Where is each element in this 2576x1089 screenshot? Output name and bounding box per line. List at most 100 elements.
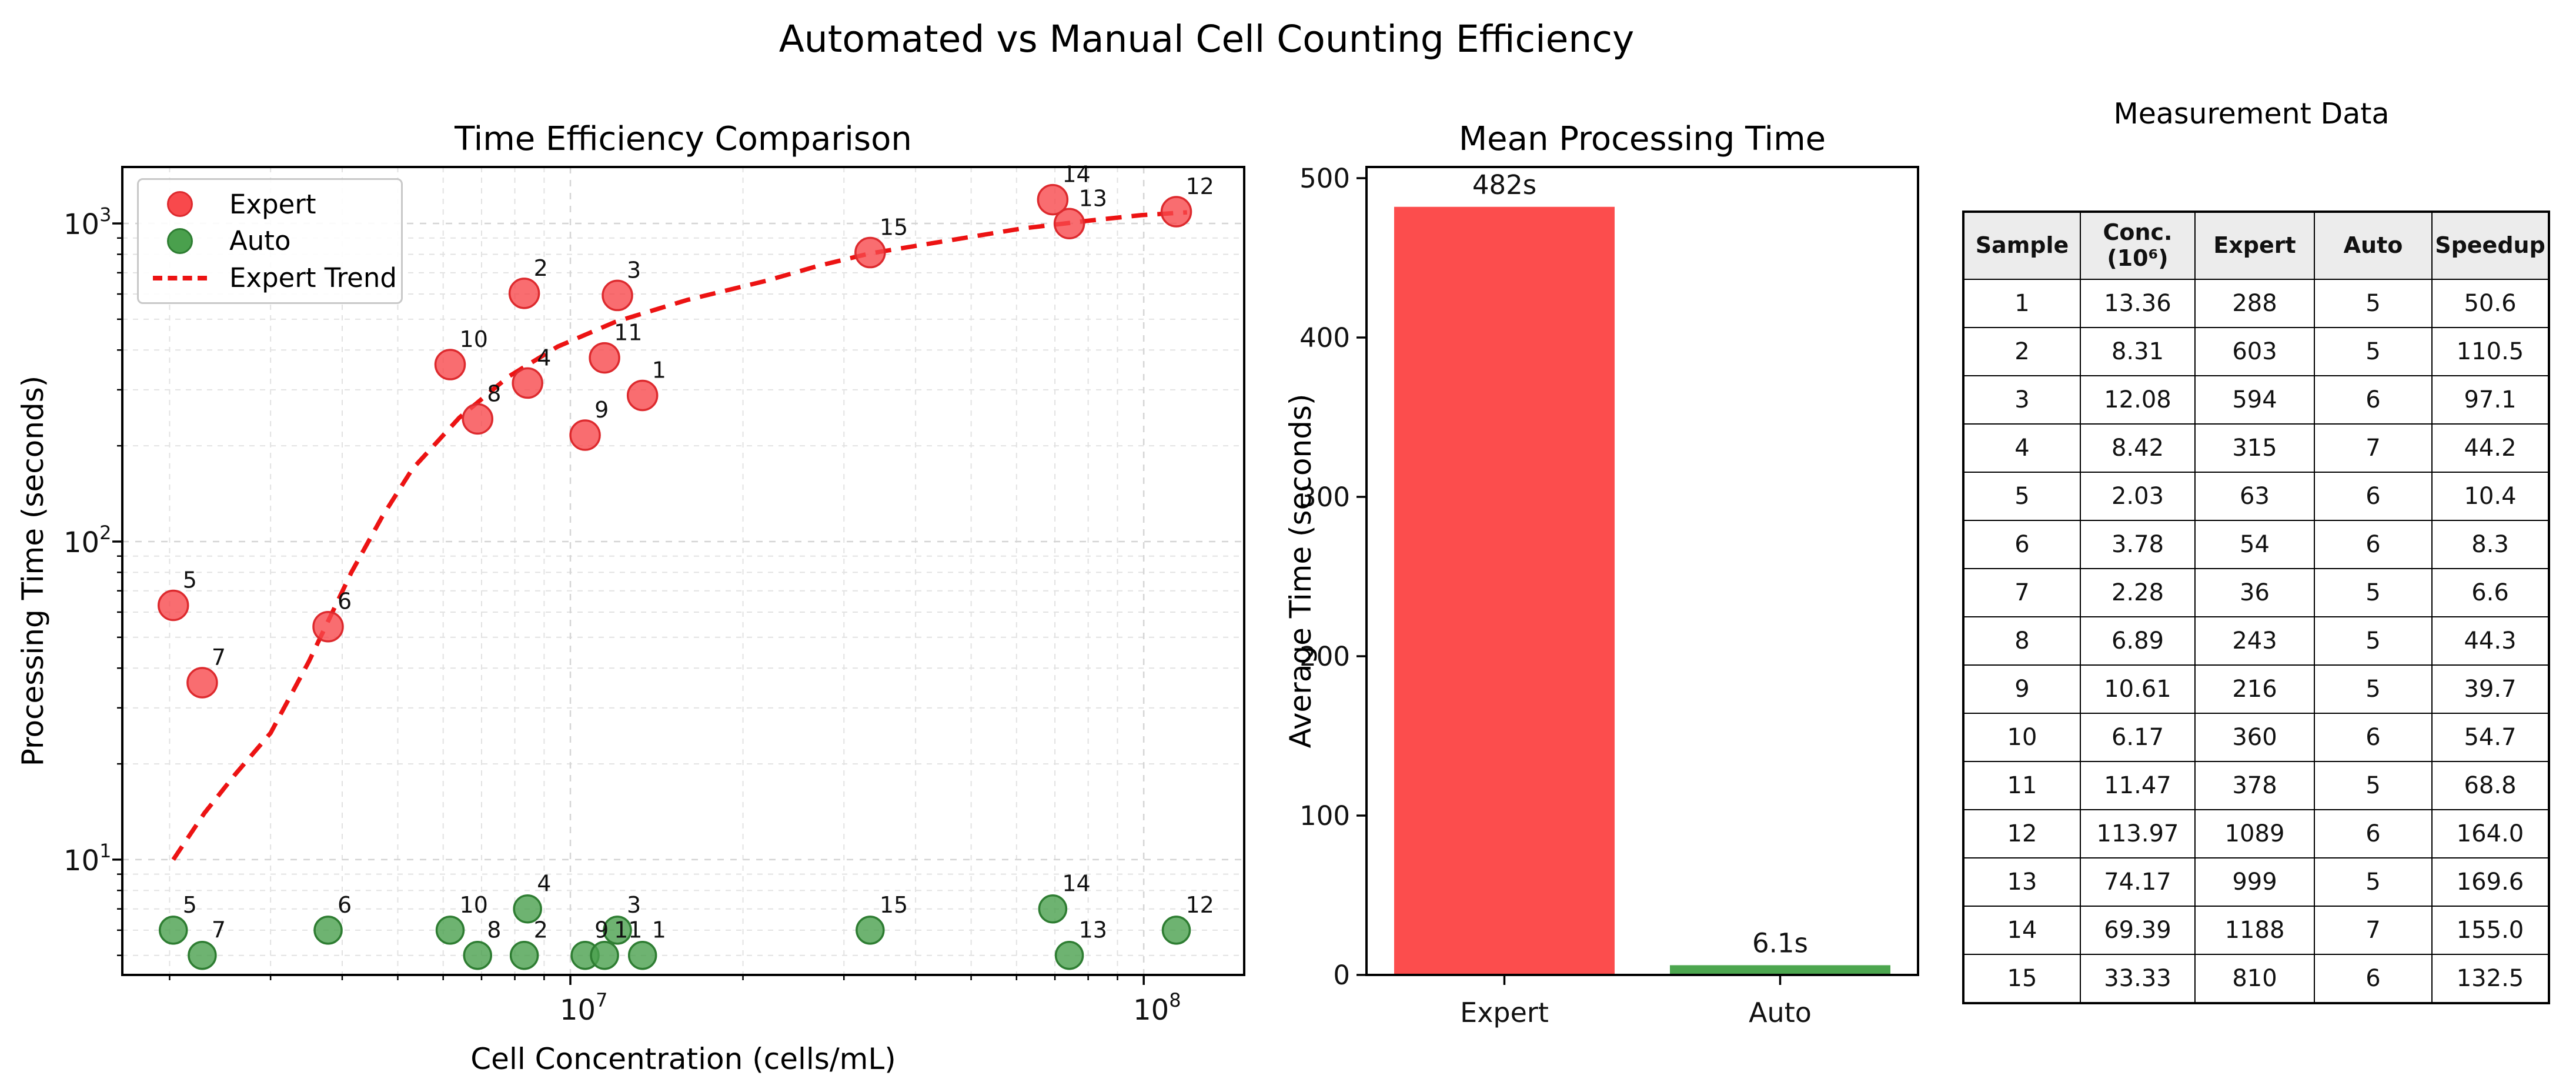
- table-row: 9 10.61 216 5 39.7: [1963, 664, 2550, 714]
- table-cell: 97.1: [2431, 375, 2550, 425]
- point-expert-12: [1160, 196, 1192, 228]
- bar-y-tick-label: 200: [1299, 641, 1350, 672]
- table-cell: 39.7: [2431, 664, 2550, 714]
- table-cell: 113.97: [2080, 809, 2196, 858]
- table-cell: 63: [2194, 472, 2315, 521]
- expert-trend-line: [171, 210, 1188, 861]
- table-col-header-conc-: Conc. (10⁶): [2080, 211, 2196, 280]
- table-cell: 6: [2314, 954, 2433, 1004]
- point-label: 6: [338, 892, 352, 918]
- scatter-y-tick-label: 103: [64, 203, 111, 241]
- table-cell: 10: [1963, 713, 2081, 762]
- bar-category-label: Auto: [1749, 997, 1812, 1028]
- point-label: 12: [1186, 173, 1214, 199]
- table-header: Sample Conc. (10⁶) Expert Auto Speedup: [1963, 211, 2550, 280]
- scatter-title: Time Efficiency Comparison: [455, 120, 912, 158]
- table-row: 12 113.97 1089 6 164.0: [1963, 809, 2550, 858]
- bar-expert: [1394, 206, 1615, 975]
- table-cell: 1188: [2194, 906, 2315, 955]
- point-expert-14: [1037, 183, 1069, 216]
- point-label: 13: [1079, 917, 1107, 943]
- table-cell: 5: [2314, 568, 2433, 617]
- point-expert-8: [462, 403, 494, 435]
- table-cell: 10.4: [2431, 472, 2550, 521]
- table-cell: 8.3: [2431, 520, 2550, 569]
- table-cell: 6: [2314, 713, 2433, 762]
- bar-y-tick-label: 300: [1299, 482, 1350, 513]
- point-expert-6: [312, 610, 344, 643]
- table-cell: 5: [2314, 279, 2433, 328]
- point-expert-3: [602, 279, 633, 312]
- table-cell: 810: [2194, 954, 2315, 1004]
- table-cell: 594: [2194, 375, 2315, 425]
- scatter-y-tick-label: 102: [64, 522, 111, 559]
- point-auto-5: [158, 916, 188, 945]
- point-auto-8: [463, 940, 493, 970]
- scatter-axes-box: [121, 166, 1245, 976]
- table-row: 1 13.36 288 5 50.6: [1963, 279, 2550, 328]
- table-cell: 1089: [2194, 809, 2315, 858]
- table-cell: 7: [1963, 568, 2081, 617]
- point-auto-15: [856, 916, 885, 945]
- table-cell: 164.0: [2431, 809, 2550, 858]
- point-expert-2: [508, 278, 540, 309]
- table-row: 10 6.17 360 6 54.7: [1963, 713, 2550, 762]
- table-cell: 243: [2194, 616, 2315, 666]
- legend-item-trend: Expert Trend: [152, 260, 397, 296]
- table-row: 5 2.03 63 6 10.4: [1963, 472, 2550, 521]
- measurement-table: Sample Conc. (10⁶) Expert Auto Speedup 1 13.36…: [1962, 211, 2550, 1004]
- table-cell: 9: [1963, 664, 2081, 714]
- table-cell: 11.47: [2080, 761, 2196, 810]
- table-cell: 110.5: [2431, 327, 2550, 376]
- table-cell: 5: [2314, 327, 2433, 376]
- bar-chart: 0 100 200 300 400 500 482s Expert 6.1s Auto: [1299, 163, 1919, 1028]
- bar-y-tick-label: 100: [1299, 800, 1350, 831]
- bar-title: Mean Processing Time: [1458, 120, 1826, 158]
- table-cell: 54.7: [2431, 713, 2550, 762]
- point-label: 2: [534, 917, 548, 943]
- legend-label-auto: Auto: [229, 225, 291, 257]
- table-cell: 11: [1963, 761, 2081, 810]
- table-cell: 155.0: [2431, 906, 2550, 955]
- scatter-legend: Expert Auto Expert Trend: [137, 178, 403, 304]
- table-cell: 315: [2194, 423, 2315, 473]
- point-label: 3: [627, 257, 641, 283]
- table-cell: 5: [2314, 664, 2433, 714]
- point-label: 6: [338, 589, 352, 614]
- table-cell: 6.6: [2431, 568, 2550, 617]
- table-cell: 54: [2194, 520, 2315, 569]
- table-cell: 5: [2314, 857, 2433, 907]
- table-col-header-expert: Expert: [2194, 211, 2315, 280]
- table-cell: 44.2: [2431, 423, 2550, 473]
- table-row: 8 6.89 243 5 44.3: [1963, 616, 2550, 666]
- legend-item-auto: Auto: [152, 223, 388, 259]
- table-cell: 12: [1963, 809, 2081, 858]
- point-label: 15: [880, 892, 908, 918]
- point-auto-4: [513, 894, 542, 924]
- table-cell: 2.28: [2080, 568, 2196, 617]
- point-label: 14: [1062, 162, 1090, 188]
- point-label: 4: [537, 345, 551, 370]
- point-auto-7: [188, 940, 217, 970]
- table-cell: 15: [1963, 954, 2081, 1004]
- bar-auto: [1670, 965, 1890, 975]
- point-expert-13: [1053, 208, 1085, 240]
- bar-value-label: 482s: [1472, 169, 1536, 201]
- point-expert-9: [569, 419, 601, 451]
- table-cell: 8.42: [2080, 423, 2196, 473]
- table-cell: 8.31: [2080, 327, 2196, 376]
- table-cell: 6: [2314, 809, 2433, 858]
- point-label: 5: [183, 567, 197, 593]
- table-row: 11 11.47 378 5 68.8: [1963, 761, 2550, 810]
- point-label: 7: [212, 644, 226, 670]
- table-row: 3 12.08 594 6 97.1: [1963, 375, 2550, 425]
- point-expert-7: [186, 667, 218, 699]
- point-label: 5: [183, 892, 197, 918]
- table-cell: 603: [2194, 327, 2315, 376]
- table-cell: 999: [2194, 857, 2315, 907]
- table-row: 14 69.39 1188 7 155.0: [1963, 906, 2550, 955]
- bar-y-tick-label: 500: [1299, 163, 1350, 194]
